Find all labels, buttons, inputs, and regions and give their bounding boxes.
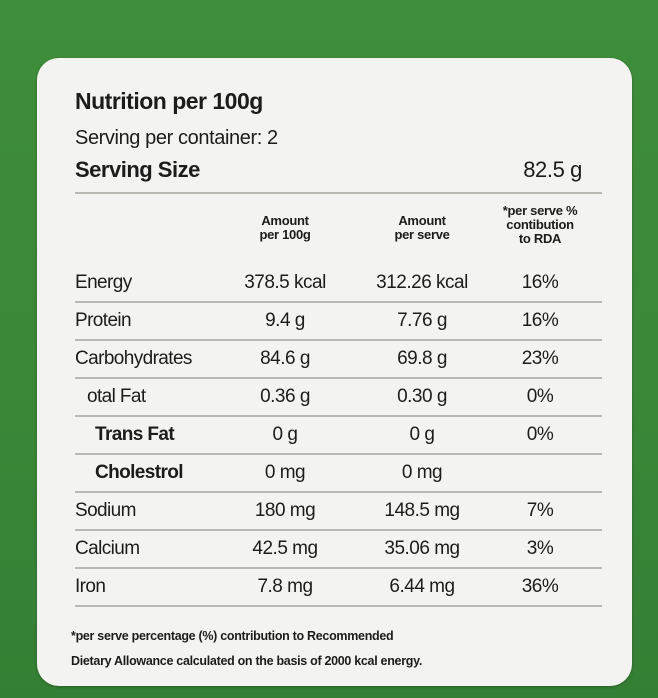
column-header-line: to RDA bbox=[518, 231, 562, 246]
row-label: Protein bbox=[75, 310, 132, 331]
row-divider bbox=[75, 529, 602, 531]
column-header-line: per 100g bbox=[259, 227, 311, 242]
cell-rda: 0% bbox=[526, 386, 554, 407]
row-divider bbox=[75, 339, 602, 341]
column-header-rda: *per serve % contibution to RDA bbox=[485, 204, 595, 246]
row-divider bbox=[75, 605, 602, 607]
cell-rda: 36% bbox=[521, 576, 559, 597]
cell-per100: 0 g bbox=[272, 424, 298, 445]
row-label: Carbohydrates bbox=[75, 348, 192, 369]
row-divider bbox=[75, 415, 602, 417]
row-label: Cholestrol bbox=[95, 462, 184, 483]
cell-per100: 180 mg bbox=[254, 500, 316, 521]
footnote: *per serve percentage (%) contribution t… bbox=[71, 624, 601, 674]
column-header-per-100g: Amount per 100g bbox=[235, 214, 335, 242]
cell-perServe: 69.8 g bbox=[397, 348, 447, 369]
cell-rda: 16% bbox=[521, 272, 559, 293]
cell-rda: 16% bbox=[521, 310, 559, 331]
row-divider bbox=[75, 491, 602, 493]
row-label: Iron bbox=[75, 576, 106, 597]
cell-rda: 7% bbox=[526, 500, 554, 521]
cell-perServe: 7.76 g bbox=[397, 310, 447, 331]
cell-perServe: 0.30 g bbox=[397, 386, 447, 407]
cell-perServe: 148.5 mg bbox=[384, 500, 460, 521]
cell-per100: 378.5 kcal bbox=[244, 272, 326, 293]
cell-perServe: 6.44 mg bbox=[389, 576, 455, 597]
panel-title: Nutrition per 100g bbox=[75, 88, 263, 114]
serving-size-value: 82.5 g bbox=[523, 157, 582, 182]
row-divider bbox=[75, 377, 602, 379]
cell-per100: 42.5 mg bbox=[252, 538, 318, 559]
row-divider bbox=[75, 567, 602, 569]
column-header-per-serve: Amount per serve bbox=[372, 214, 472, 242]
cell-per100: 9.4 g bbox=[265, 310, 305, 331]
cell-perServe: 0 g bbox=[409, 424, 435, 445]
cell-per100: 0.36 g bbox=[260, 386, 310, 407]
row-label: otal Fat bbox=[87, 386, 146, 407]
column-header-line: Amount bbox=[398, 213, 446, 228]
row-label: Sodium bbox=[75, 500, 136, 521]
footnote-line: Dietary Allowance calculated on the basi… bbox=[71, 654, 422, 668]
cell-rda: 23% bbox=[521, 348, 559, 369]
row-divider bbox=[75, 453, 602, 455]
column-header-line: contibution bbox=[506, 217, 574, 232]
row-label: Trans Fat bbox=[95, 424, 175, 445]
serving-size-label: Serving Size bbox=[75, 157, 200, 182]
cell-per100: 7.8 mg bbox=[257, 576, 313, 597]
cell-perServe: 0 mg bbox=[401, 462, 443, 483]
cell-per100: 0 mg bbox=[264, 462, 306, 483]
cell-perServe: 35.06 mg bbox=[384, 538, 460, 559]
nutrition-panel: Nutrition per 100g Serving per container… bbox=[37, 58, 632, 686]
servings-per-container: Serving per container: 2 bbox=[75, 127, 278, 149]
column-header-line: Amount bbox=[261, 213, 309, 228]
cell-perServe: 312.26 kcal bbox=[376, 272, 468, 293]
footnote-line: *per serve percentage (%) contribution t… bbox=[71, 629, 394, 643]
row-divider bbox=[75, 301, 602, 303]
header-divider bbox=[75, 192, 602, 194]
cell-rda: 0% bbox=[526, 424, 554, 445]
cell-rda: 3% bbox=[526, 538, 554, 559]
column-header-line: *per serve % bbox=[502, 203, 578, 218]
column-header-line: per serve bbox=[394, 227, 450, 242]
row-label: Calcium bbox=[75, 538, 140, 559]
cell-per100: 84.6 g bbox=[260, 348, 310, 369]
row-label: Energy bbox=[75, 272, 132, 293]
